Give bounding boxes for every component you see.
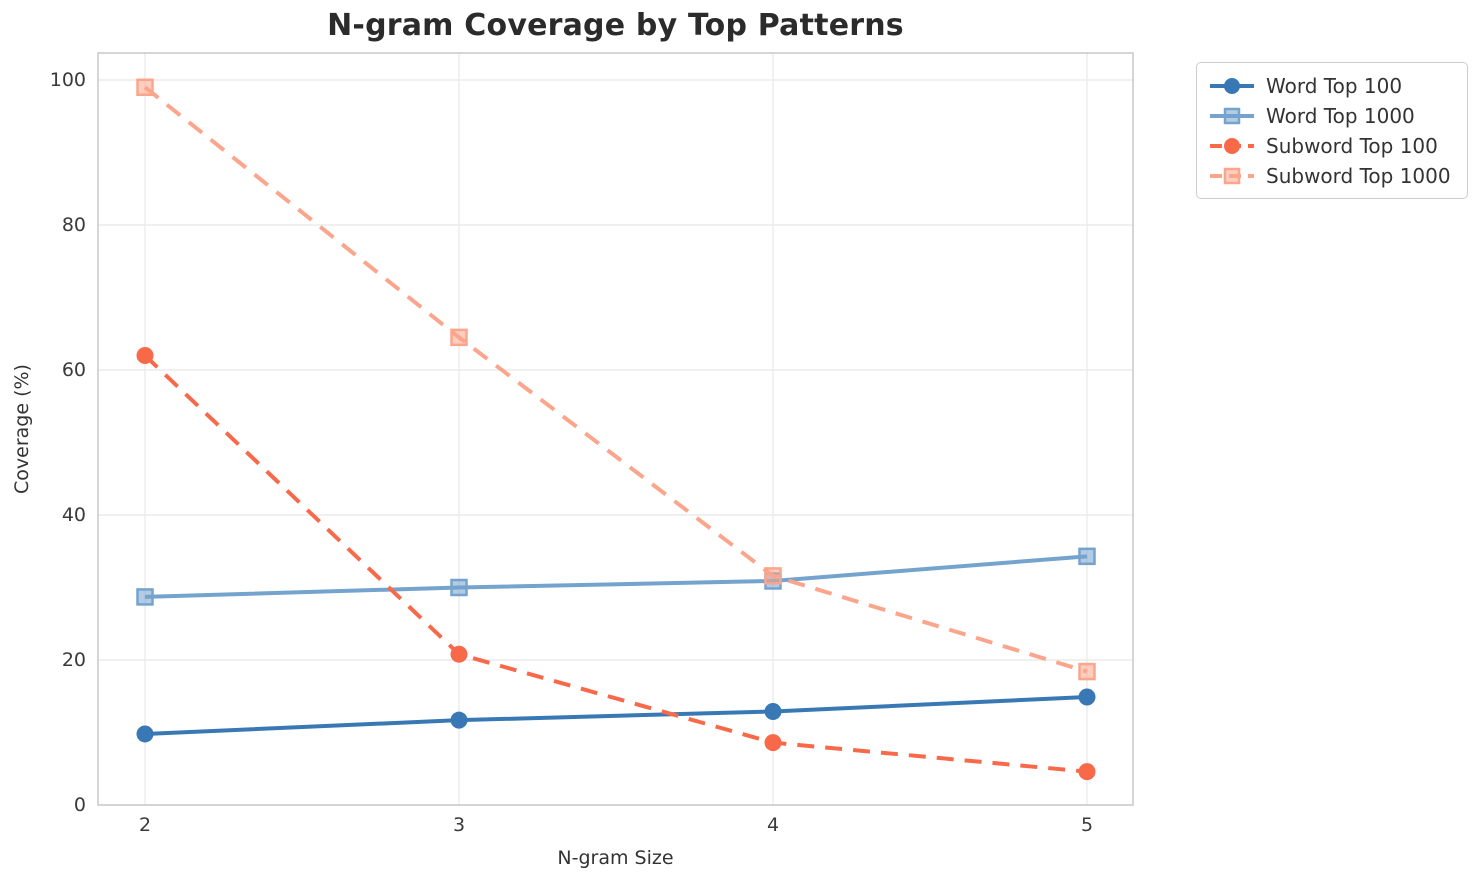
y-tick-label: 80 — [61, 214, 86, 236]
chart-title: N-gram Coverage by Top Patterns — [327, 8, 904, 43]
legend-item-word-top-100: Word Top 100 — [1208, 73, 1451, 98]
legend-label: Word Top 1000 — [1266, 103, 1415, 128]
legend-marker-circle-icon — [1210, 137, 1254, 154]
legend-label: Subword Top 1000 — [1266, 163, 1451, 188]
series-line-subword-top-100 — [143, 354, 1088, 774]
marker-subword-top-100 — [764, 734, 782, 752]
series-line-subword-top-1000 — [143, 85, 1088, 674]
series-line-word-top-1000 — [144, 554, 1088, 599]
marker-subword-top-100 — [136, 347, 154, 364]
legend-marker-square-icon — [1210, 107, 1254, 124]
marker-subword-top-1000 — [1078, 662, 1096, 681]
marker-subword-top-1000 — [764, 567, 782, 585]
y-tick-label: 100 — [49, 69, 86, 91]
legend-item-subword-top-1000: Subword Top 1000 — [1208, 163, 1451, 188]
legend-marker-circle-icon — [1210, 77, 1254, 94]
marker-word-top-100 — [764, 702, 782, 720]
legend-label: Subword Top 100 — [1266, 133, 1438, 158]
marker-word-top-1000 — [136, 588, 154, 606]
marker-subword-top-1000 — [450, 328, 468, 347]
legend-item-word-top-1000: Word Top 1000 — [1208, 103, 1451, 128]
plot-border — [97, 52, 1134, 806]
marker-word-top-100 — [136, 725, 154, 743]
series-line-word-top-100 — [144, 694, 1088, 736]
x-tick-label: 4 — [766, 814, 780, 836]
x-tick-label: 2 — [138, 814, 152, 836]
x-axis-label: N-gram Size — [557, 847, 674, 869]
marker-word-top-1000 — [1078, 547, 1096, 566]
marker-word-top-100 — [450, 711, 468, 729]
legend: Word Top 100 Word Top 1000 Subword Top 100… — [1196, 62, 1468, 199]
y-tick-label: 60 — [61, 359, 86, 381]
x-tick-label: 5 — [1080, 814, 1094, 836]
marker-word-top-1000 — [450, 578, 468, 597]
y-tick-label: 0 — [73, 794, 86, 816]
legend-label: Word Top 100 — [1266, 73, 1403, 98]
marker-subword-top-100 — [1078, 763, 1096, 781]
legend-item-subword-top-100: Subword Top 100 — [1208, 133, 1451, 158]
marker-word-top-100 — [1078, 688, 1096, 706]
marker-subword-top-1000 — [136, 78, 154, 96]
y-tick-label: 40 — [61, 504, 86, 526]
y-axis-label: Coverage (%) — [11, 364, 33, 494]
y-tick-label: 20 — [61, 649, 86, 671]
marker-subword-top-100 — [450, 645, 468, 663]
legend-marker-square-icon — [1210, 167, 1254, 184]
x-tick-label: 3 — [452, 814, 466, 836]
